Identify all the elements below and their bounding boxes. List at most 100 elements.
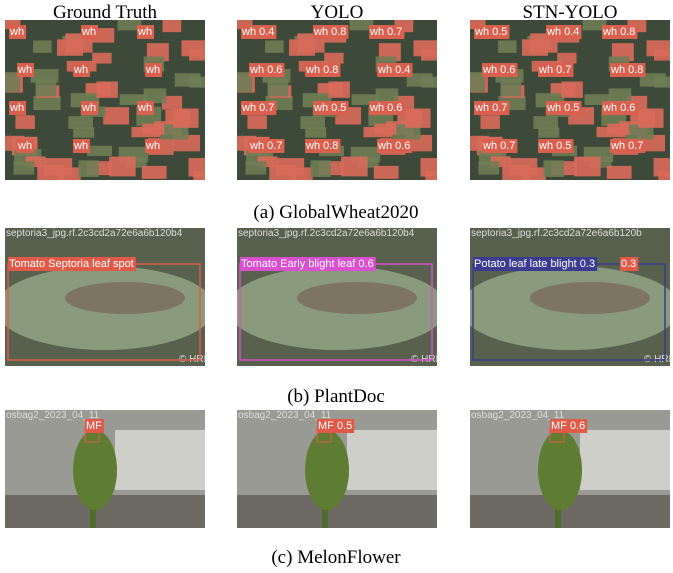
detection-label: wh 0.6 (249, 64, 282, 76)
column-header: YOLO (311, 2, 364, 23)
wheat-box (374, 124, 396, 135)
wheat-box (328, 81, 350, 97)
detection-label: wh 0.6 (369, 102, 402, 114)
detection-label: wh 0.6 (377, 140, 410, 152)
wheat-box (14, 161, 35, 174)
wheat-box (246, 161, 267, 174)
detection-label: wh 0.8 (602, 26, 635, 38)
detection-label: wh 0.7 (610, 140, 643, 152)
wheat-box (300, 116, 325, 129)
wheat-box (15, 115, 34, 129)
detection-label: wh 0.6 (602, 102, 635, 114)
wheat-box (341, 157, 368, 177)
leaf-shade (530, 282, 650, 314)
wheat-box (638, 108, 663, 127)
image-panel: septoria3_jpg.rf.2c3cd2a72e6a6b120b© HRD… (460, 228, 673, 366)
wheat-box (189, 77, 207, 88)
wheat-box (538, 127, 559, 137)
wheat-box (425, 171, 455, 182)
wheat-box (109, 157, 136, 177)
image-panel: wh 0.5 wh 0.4 wh 0.8 wh 0.6 wh 0.7 wh 0.8 wh 0… (461, 15, 673, 184)
detection-label: MF 0.6 (551, 420, 585, 432)
wheat-box (574, 157, 601, 177)
image: osbag2_2023_04_11MF 0.6 (470, 410, 670, 528)
detection-label: wh 0.5 (538, 140, 571, 152)
wheat-box (374, 166, 399, 179)
wheat-box (543, 160, 563, 177)
detection-label: 0.3 (621, 258, 636, 270)
detection-label: wh (81, 102, 96, 114)
greenhouse (580, 430, 670, 490)
detection-label: wh (145, 140, 160, 152)
wheat-box (479, 161, 500, 174)
detection-label: wh (17, 140, 32, 152)
detection-label: wh 0.7 (474, 102, 507, 114)
wheat-box (73, 127, 94, 137)
caption: (a) GlobalWheat2020 (253, 202, 418, 223)
wheat-box (269, 165, 296, 182)
detection-label: wh (73, 140, 88, 152)
detection-label: wh (137, 26, 152, 38)
detection-label: wh 0.8 (305, 140, 338, 152)
image-panel: wh 0.4wh 0.8wh 0.7wh 0.6wh 0.8wh 0.4wh 0… (228, 15, 455, 184)
wheat-box (654, 77, 672, 88)
detection-label: wh 0.4 (546, 26, 579, 38)
filename: septoria3_jpg.rf.2c3cd2a72e6a6b120b (471, 228, 642, 239)
wheat-box (247, 115, 266, 129)
greenhouse (115, 430, 205, 490)
wheat-box (173, 108, 198, 127)
detection-label: wh 0.7 (241, 102, 274, 114)
wheat-box (502, 165, 529, 182)
detection-label: wh (17, 64, 32, 76)
wheat-box (87, 146, 112, 156)
detection-label: Tomato Early blight leaf 0.6 (241, 258, 374, 270)
detection-label: wh 0.7 (249, 140, 282, 152)
detection-label: wh 0.6 (482, 64, 515, 76)
filename: septoria3_jpg.rf.2c3cd2a72e6a6b120b4 (6, 228, 183, 239)
detection-label: wh (137, 102, 152, 114)
image: wh 0.4wh 0.8wh 0.7wh 0.6wh 0.8wh 0.4wh 0… (228, 15, 455, 184)
image: septoria3_jpg.rf.2c3cd2a72e6a6b120b© HRD… (460, 228, 673, 366)
wheat-box (35, 79, 56, 97)
wheat-box (33, 96, 60, 110)
caption: (b) PlantDoc (287, 386, 385, 407)
wheat-box (142, 166, 167, 179)
detection-label: wh 0.8 (305, 64, 338, 76)
detection-label: wh 0.7 (482, 140, 515, 152)
wheat-box (92, 53, 111, 64)
wheat-box (310, 160, 330, 177)
detection-label: wh 0.7 (538, 64, 571, 76)
detection-label: wh (9, 26, 24, 38)
wheat-box (305, 127, 326, 137)
detection-label: Tomato Septoria leaf spot (9, 258, 134, 270)
wheat-box (142, 124, 164, 135)
wheat-box (480, 115, 499, 129)
image-panel: osbag2_2023_04_11MF 0.5 (237, 410, 437, 528)
detection-label: wh 0.5 (313, 102, 346, 114)
detection-label: wh (9, 102, 24, 114)
wheat-box (561, 81, 583, 97)
wheat-box (265, 40, 283, 52)
detection-label: wh 0.5 (546, 102, 579, 114)
detection-label: wh 0.5 (474, 26, 507, 38)
wheat-box (654, 49, 673, 60)
wheat-box (324, 53, 343, 64)
greenhouse (347, 430, 437, 490)
wheat-box (658, 171, 673, 182)
wheat-box (103, 107, 129, 124)
wheat-box (557, 53, 576, 64)
leaf-shade (297, 282, 417, 314)
wheat-box (78, 160, 98, 177)
detection-label: wh 0.8 (610, 64, 643, 76)
caption: (c) MelonFlower (271, 547, 401, 568)
wheat-box (500, 79, 521, 97)
image: septoria3_jpg.rf.2c3cd2a72e6a6b120b4© HR… (0, 228, 215, 366)
column-header: STN-YOLO (523, 2, 618, 23)
image-panel: septoria3_jpg.rf.2c3cd2a72e6a6b120b4© HR… (227, 228, 447, 366)
column-header: Ground Truth (53, 2, 157, 23)
wheat-box (189, 49, 216, 60)
detection-label: wh 0.4 (377, 64, 410, 76)
